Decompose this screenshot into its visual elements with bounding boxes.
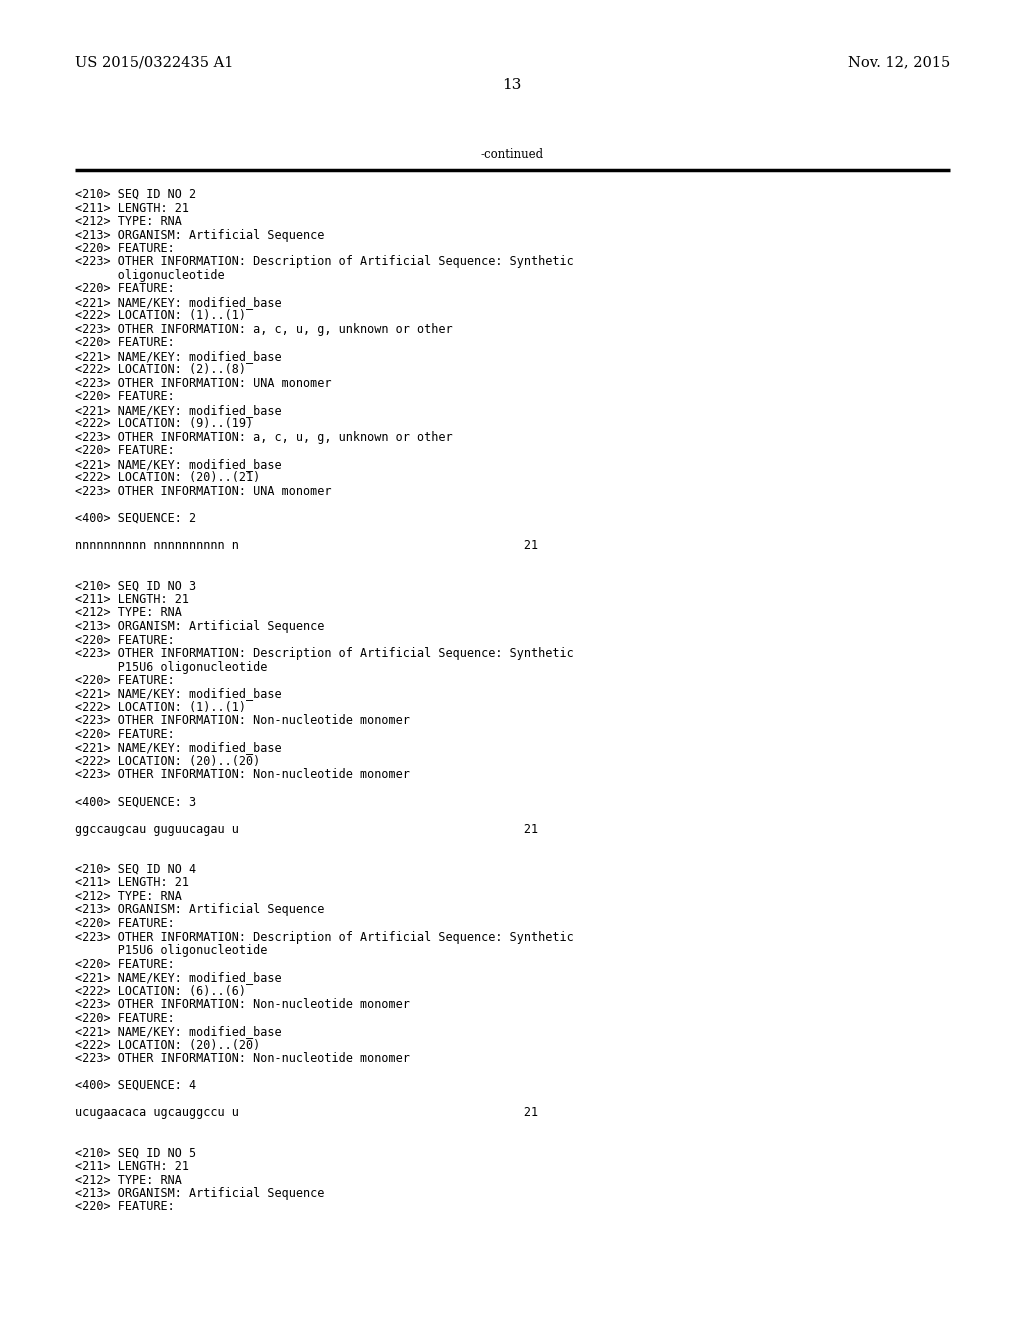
Text: <220> FEATURE:: <220> FEATURE: [75, 445, 175, 458]
Text: <213> ORGANISM: Artificial Sequence: <213> ORGANISM: Artificial Sequence [75, 620, 325, 634]
Text: <212> TYPE: RNA: <212> TYPE: RNA [75, 890, 182, 903]
Text: <223> OTHER INFORMATION: Non-nucleotide monomer: <223> OTHER INFORMATION: Non-nucleotide … [75, 998, 410, 1011]
Text: <222> LOCATION: (1)..(1): <222> LOCATION: (1)..(1) [75, 701, 246, 714]
Text: <221> NAME/KEY: modified_base: <221> NAME/KEY: modified_base [75, 350, 282, 363]
Text: <223> OTHER INFORMATION: Non-nucleotide monomer: <223> OTHER INFORMATION: Non-nucleotide … [75, 768, 410, 781]
Text: <220> FEATURE:: <220> FEATURE: [75, 1011, 175, 1024]
Text: <223> OTHER INFORMATION: a, c, u, g, unknown or other: <223> OTHER INFORMATION: a, c, u, g, unk… [75, 323, 453, 337]
Text: <400> SEQUENCE: 2: <400> SEQUENCE: 2 [75, 512, 197, 525]
Text: <222> LOCATION: (20)..(21): <222> LOCATION: (20)..(21) [75, 471, 260, 484]
Text: 13: 13 [503, 78, 521, 92]
Text: <222> LOCATION: (6)..(6): <222> LOCATION: (6)..(6) [75, 985, 246, 998]
Text: <222> LOCATION: (1)..(1): <222> LOCATION: (1)..(1) [75, 309, 246, 322]
Text: <212> TYPE: RNA: <212> TYPE: RNA [75, 606, 182, 619]
Text: <223> OTHER INFORMATION: UNA monomer: <223> OTHER INFORMATION: UNA monomer [75, 484, 332, 498]
Text: <221> NAME/KEY: modified_base: <221> NAME/KEY: modified_base [75, 404, 282, 417]
Text: <221> NAME/KEY: modified_base: <221> NAME/KEY: modified_base [75, 296, 282, 309]
Text: <223> OTHER INFORMATION: Description of Artificial Sequence: Synthetic: <223> OTHER INFORMATION: Description of … [75, 647, 573, 660]
Text: <210> SEQ ID NO 4: <210> SEQ ID NO 4 [75, 863, 197, 876]
Text: <211> LENGTH: 21: <211> LENGTH: 21 [75, 876, 189, 890]
Text: <211> LENGTH: 21: <211> LENGTH: 21 [75, 593, 189, 606]
Text: <222> LOCATION: (20)..(20): <222> LOCATION: (20)..(20) [75, 1039, 260, 1052]
Text: <220> FEATURE:: <220> FEATURE: [75, 391, 175, 404]
Text: <221> NAME/KEY: modified_base: <221> NAME/KEY: modified_base [75, 688, 282, 701]
Text: <221> NAME/KEY: modified_base: <221> NAME/KEY: modified_base [75, 742, 282, 755]
Text: <210> SEQ ID NO 5: <210> SEQ ID NO 5 [75, 1147, 197, 1159]
Text: <210> SEQ ID NO 2: <210> SEQ ID NO 2 [75, 187, 197, 201]
Text: <220> FEATURE:: <220> FEATURE: [75, 957, 175, 970]
Text: ucugaacaca ugcauggccu u                                        21: ucugaacaca ugcauggccu u 21 [75, 1106, 539, 1119]
Text: <210> SEQ ID NO 3: <210> SEQ ID NO 3 [75, 579, 197, 593]
Text: <400> SEQUENCE: 3: <400> SEQUENCE: 3 [75, 796, 197, 808]
Text: <213> ORGANISM: Artificial Sequence: <213> ORGANISM: Artificial Sequence [75, 228, 325, 242]
Text: <213> ORGANISM: Artificial Sequence: <213> ORGANISM: Artificial Sequence [75, 903, 325, 916]
Text: <223> OTHER INFORMATION: Non-nucleotide monomer: <223> OTHER INFORMATION: Non-nucleotide … [75, 714, 410, 727]
Text: <220> FEATURE:: <220> FEATURE: [75, 242, 175, 255]
Text: <211> LENGTH: 21: <211> LENGTH: 21 [75, 1160, 189, 1173]
Text: <220> FEATURE:: <220> FEATURE: [75, 282, 175, 296]
Text: <223> OTHER INFORMATION: Description of Artificial Sequence: Synthetic: <223> OTHER INFORMATION: Description of … [75, 256, 573, 268]
Text: P15U6 oligonucleotide: P15U6 oligonucleotide [75, 660, 267, 673]
Text: P15U6 oligonucleotide: P15U6 oligonucleotide [75, 944, 267, 957]
Text: Nov. 12, 2015: Nov. 12, 2015 [848, 55, 950, 69]
Text: <213> ORGANISM: Artificial Sequence: <213> ORGANISM: Artificial Sequence [75, 1187, 325, 1200]
Text: ggccaugcau guguucagau u                                        21: ggccaugcau guguucagau u 21 [75, 822, 539, 836]
Text: <220> FEATURE:: <220> FEATURE: [75, 675, 175, 686]
Text: <220> FEATURE:: <220> FEATURE: [75, 634, 175, 647]
Text: <223> OTHER INFORMATION: a, c, u, g, unknown or other: <223> OTHER INFORMATION: a, c, u, g, unk… [75, 432, 453, 444]
Text: <223> OTHER INFORMATION: Non-nucleotide monomer: <223> OTHER INFORMATION: Non-nucleotide … [75, 1052, 410, 1065]
Text: -continued: -continued [480, 148, 544, 161]
Text: <222> LOCATION: (20)..(20): <222> LOCATION: (20)..(20) [75, 755, 260, 768]
Text: <211> LENGTH: 21: <211> LENGTH: 21 [75, 202, 189, 214]
Text: <212> TYPE: RNA: <212> TYPE: RNA [75, 215, 182, 228]
Text: <221> NAME/KEY: modified_base: <221> NAME/KEY: modified_base [75, 458, 282, 471]
Text: <221> NAME/KEY: modified_base: <221> NAME/KEY: modified_base [75, 972, 282, 983]
Text: <222> LOCATION: (2)..(8): <222> LOCATION: (2)..(8) [75, 363, 246, 376]
Text: <220> FEATURE:: <220> FEATURE: [75, 337, 175, 350]
Text: <220> FEATURE:: <220> FEATURE: [75, 1200, 175, 1213]
Text: <400> SEQUENCE: 4: <400> SEQUENCE: 4 [75, 1078, 197, 1092]
Text: <223> OTHER INFORMATION: UNA monomer: <223> OTHER INFORMATION: UNA monomer [75, 378, 332, 389]
Text: <212> TYPE: RNA: <212> TYPE: RNA [75, 1173, 182, 1187]
Text: <222> LOCATION: (9)..(19): <222> LOCATION: (9)..(19) [75, 417, 253, 430]
Text: US 2015/0322435 A1: US 2015/0322435 A1 [75, 55, 233, 69]
Text: nnnnnnnnnn nnnnnnnnnn n                                        21: nnnnnnnnnn nnnnnnnnnn n 21 [75, 539, 539, 552]
Text: <221> NAME/KEY: modified_base: <221> NAME/KEY: modified_base [75, 1026, 282, 1038]
Text: oligonucleotide: oligonucleotide [75, 269, 224, 282]
Text: <220> FEATURE:: <220> FEATURE: [75, 917, 175, 931]
Text: <220> FEATURE:: <220> FEATURE: [75, 729, 175, 741]
Text: <223> OTHER INFORMATION: Description of Artificial Sequence: Synthetic: <223> OTHER INFORMATION: Description of … [75, 931, 573, 944]
